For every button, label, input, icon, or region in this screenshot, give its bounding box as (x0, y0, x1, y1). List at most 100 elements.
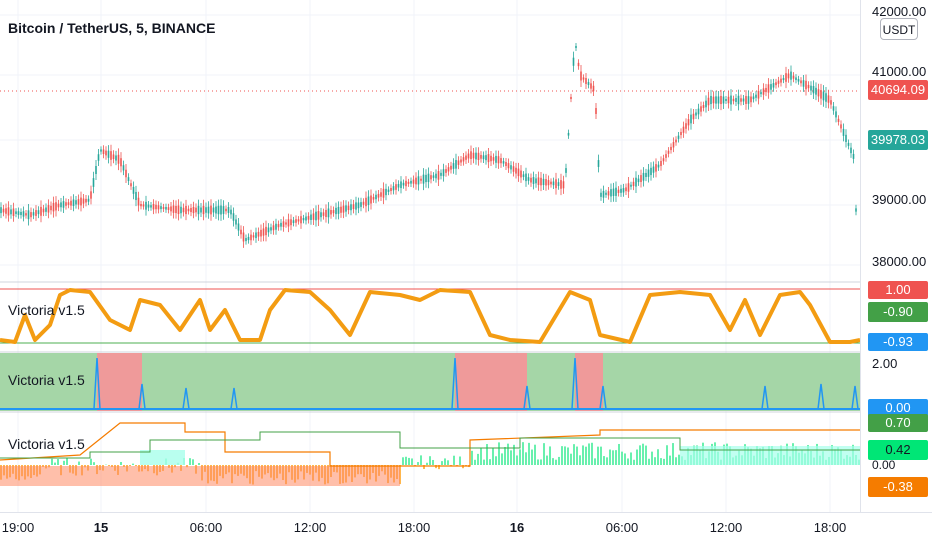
histogram-bar (57, 459, 59, 465)
candle-body (520, 170, 522, 178)
histogram-bar (579, 455, 581, 465)
candle-body (855, 208, 857, 212)
candle-body (152, 203, 155, 210)
price-tick: 39000.00 (872, 192, 927, 207)
candle-body (130, 183, 132, 187)
candle-body (32, 212, 35, 216)
candle-body (700, 106, 702, 112)
candle-body (727, 96, 730, 104)
candle-body (10, 209, 12, 215)
candle-body (477, 152, 480, 161)
candle-body (230, 209, 232, 215)
candle-body (370, 195, 372, 204)
price-chart-canvas[interactable] (0, 0, 860, 512)
candle-body (557, 182, 560, 186)
histogram-bar (645, 445, 647, 465)
price-scale[interactable] (860, 0, 932, 512)
time-scale[interactable] (0, 512, 932, 550)
candle-body (717, 96, 720, 104)
candle-body (402, 182, 405, 186)
candle-body (755, 94, 757, 98)
candle-body (47, 205, 50, 213)
candle-body (377, 193, 380, 198)
candle-body (725, 98, 727, 102)
price-tick: 42000.00 (872, 4, 927, 19)
candle-body (5, 208, 7, 214)
histogram-bar (675, 457, 677, 465)
candle-body (352, 204, 355, 209)
candle-body (435, 173, 437, 179)
candle-body (572, 57, 575, 66)
candle-body (757, 90, 760, 99)
candle-body (270, 227, 272, 231)
candle-body (242, 232, 245, 242)
indicator-label-2[interactable]: Victoria v1.5 (8, 372, 85, 388)
histogram-bar (561, 446, 563, 465)
candle-body (265, 226, 267, 236)
candle-body (300, 216, 302, 224)
candle-body (792, 75, 795, 79)
indicator-label-3[interactable]: Victoria v1.5 (8, 436, 85, 452)
candle-body (505, 162, 507, 166)
candle-body (800, 80, 802, 84)
chart-area[interactable] (0, 0, 860, 512)
candle-body (422, 174, 425, 184)
candle-body (507, 163, 510, 169)
histogram-bar (411, 458, 413, 465)
histogram-bar (654, 457, 656, 465)
positive-fill (680, 446, 860, 465)
candle-body (302, 218, 305, 221)
candle-body (160, 206, 162, 210)
candle-body (77, 199, 80, 205)
histogram-bar (453, 455, 455, 465)
histogram-bar (129, 465, 131, 467)
candle-body (662, 158, 665, 162)
candle-body (65, 202, 67, 206)
histogram-bar (576, 446, 578, 465)
candle-body (502, 161, 505, 164)
candle-body (652, 166, 655, 173)
candle-body (87, 198, 90, 202)
candle-body (235, 219, 237, 225)
candle-body (837, 118, 840, 122)
candle-body (97, 154, 100, 161)
candle-body (132, 186, 135, 194)
candle-body (847, 142, 850, 146)
red-zone (455, 353, 527, 411)
candle-body (240, 229, 242, 235)
histogram-bar (54, 462, 56, 465)
candle-body (632, 181, 635, 187)
currency-button[interactable]: USDT (880, 18, 918, 40)
candle-body (570, 96, 572, 100)
candle-body (217, 205, 220, 215)
symbol-title[interactable]: Bitcoin / TetherUS, 5, BINANCE (8, 20, 216, 36)
histogram-bar (612, 450, 614, 465)
candle-body (582, 77, 585, 80)
histogram-bar (483, 459, 485, 465)
histogram-bar (66, 458, 68, 465)
candle-body (722, 96, 725, 104)
candle-body (150, 205, 152, 208)
candle-body (797, 79, 800, 82)
candle-body (35, 210, 37, 216)
candle-body (677, 135, 680, 139)
candle-body (185, 205, 187, 215)
candle-body (775, 82, 777, 86)
histogram-bar (510, 450, 512, 465)
signal-spike (451, 357, 459, 410)
candle-body (667, 150, 670, 154)
candle-body (642, 172, 645, 181)
histogram-bar (432, 459, 434, 465)
histogram-bar (669, 455, 671, 465)
candle-body (145, 201, 147, 210)
candle-body (362, 201, 365, 205)
candle-body (602, 190, 605, 198)
indicator-label-1[interactable]: Victoria v1.5 (8, 302, 85, 318)
candle-body (767, 84, 770, 93)
histogram-bar (657, 449, 659, 465)
candle-body (57, 203, 60, 208)
time-tick: 06:00 (605, 520, 639, 535)
candle-body (372, 196, 375, 200)
candle-body (252, 235, 255, 238)
candle-body (202, 205, 205, 215)
